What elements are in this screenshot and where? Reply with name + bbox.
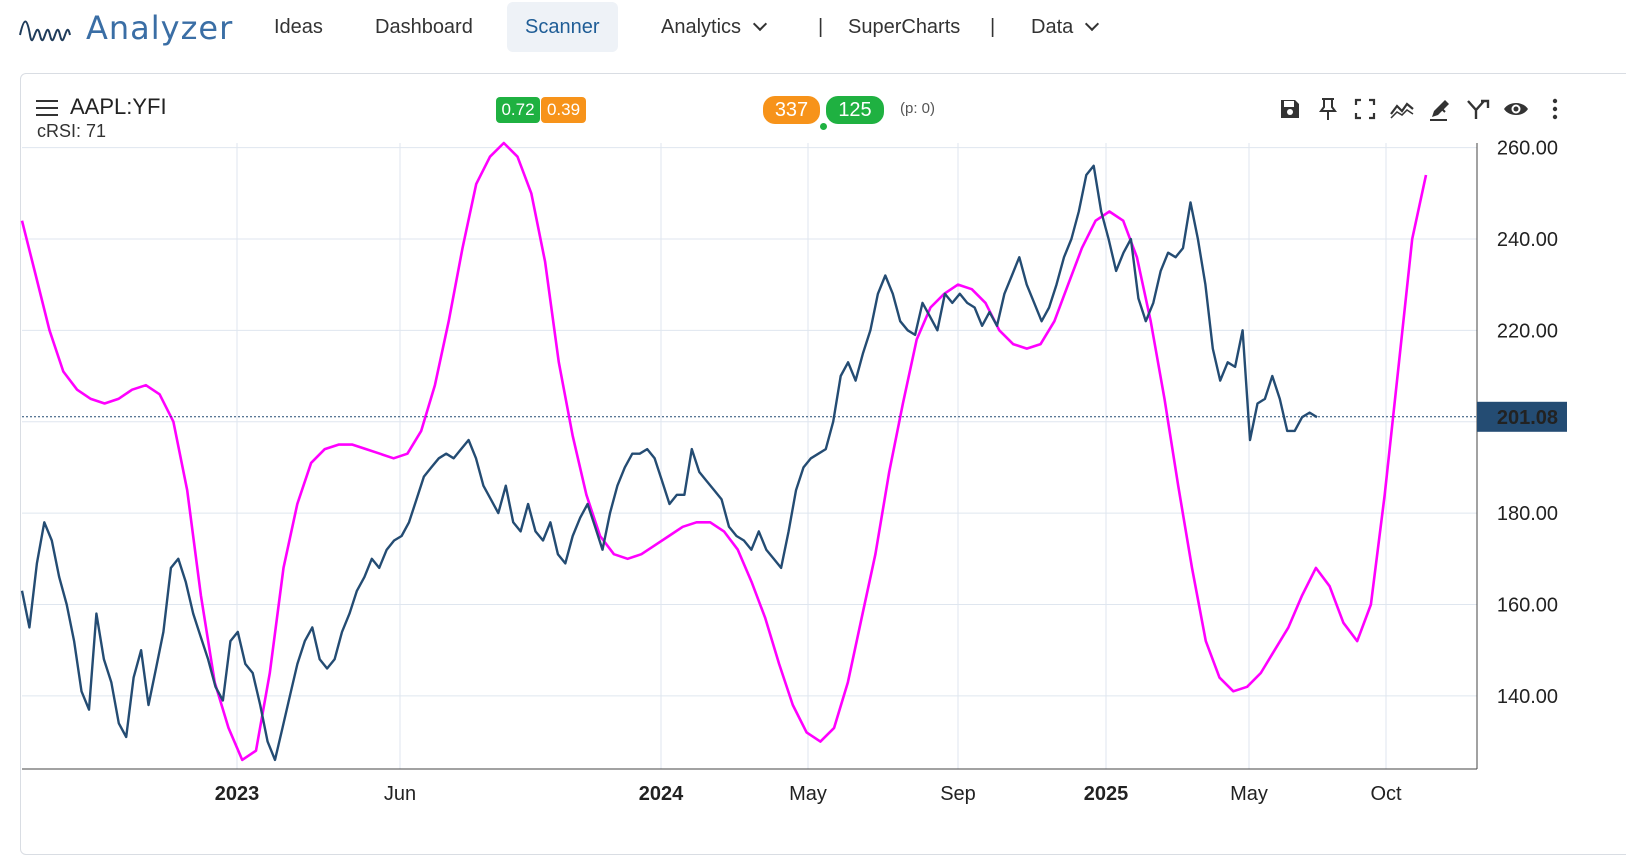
pin-icon[interactable]	[1315, 96, 1341, 122]
x-tick-label: Jun	[384, 783, 416, 805]
logo[interactable]: Analyzer	[18, 8, 233, 48]
y-tick-label: 240.00	[1497, 229, 1558, 251]
menu-icon[interactable]	[36, 100, 58, 116]
last-price-label: 201.08	[1497, 407, 1558, 429]
chart-panel	[20, 73, 1626, 855]
fullscreen-icon[interactable]	[1352, 96, 1378, 122]
price-series-line	[20, 164, 1318, 762]
save-icon[interactable]	[1277, 96, 1303, 122]
last-price-tag	[1477, 401, 1567, 432]
logo-text: Analyzer	[86, 9, 234, 47]
nav-separator: |	[818, 16, 824, 38]
x-tick-label: 2024	[639, 783, 684, 805]
nav-data[interactable]: Data	[1031, 2, 1100, 52]
nav-analytics[interactable]: Analytics	[661, 2, 768, 52]
x-tick-label: May	[789, 783, 827, 805]
merge-icon[interactable]	[1465, 96, 1491, 122]
p-value-label: (p: 0)	[900, 100, 936, 117]
y-tick-label: 140.00	[1497, 686, 1558, 708]
eye-icon[interactable]	[1503, 96, 1529, 122]
symbol-title[interactable]: AAPL:YFI	[70, 94, 167, 119]
cycle-series-line	[20, 141, 1428, 762]
draw-icon[interactable]	[1427, 96, 1453, 122]
score-badge-orange: 0.39	[541, 97, 586, 123]
count-badge-orange: 337	[763, 96, 820, 124]
more-vertical-icon[interactable]	[1542, 96, 1562, 122]
chart-series	[20, 141, 1428, 762]
chart-axes: 140.00160.00180.00200.00220.00240.00260.…	[22, 138, 1567, 805]
nav-data-label: Data	[1031, 16, 1074, 38]
x-tick-label: Oct	[1370, 783, 1402, 805]
y-tick-label: 260.00	[1497, 138, 1558, 160]
indicator-label: cRSI: 71	[37, 121, 107, 141]
nav-separator: |	[990, 16, 996, 38]
x-tick-label: Sep	[940, 783, 976, 805]
status-dot	[820, 123, 827, 130]
nav-scanner[interactable]: Scanner	[507, 2, 618, 52]
nav-scanner-label: Scanner	[525, 16, 600, 38]
y-tick-label: 180.00	[1497, 503, 1558, 525]
y-tick-label: 220.00	[1497, 320, 1558, 342]
nav-supercharts[interactable]: SuperCharts	[848, 16, 961, 38]
nav-dashboard[interactable]: Dashboard	[375, 16, 473, 38]
y-tick-label: 160.00	[1497, 595, 1558, 617]
score-badge-green: 0.72	[496, 97, 540, 123]
waveform-logo-icon	[19, 20, 71, 42]
x-tick-label: 2025	[1084, 783, 1129, 805]
nav-ideas[interactable]: Ideas	[274, 16, 323, 38]
count-badge-green: 125	[826, 96, 884, 124]
x-tick-label: 2023	[215, 783, 260, 805]
nav-analytics-label: Analytics	[661, 16, 742, 38]
trend-icon[interactable]	[1389, 96, 1415, 122]
x-tick-label: May	[1230, 783, 1268, 805]
top-navigation: Analyzer Ideas Dashboard Scanner Analyti…	[0, 0, 1626, 58]
